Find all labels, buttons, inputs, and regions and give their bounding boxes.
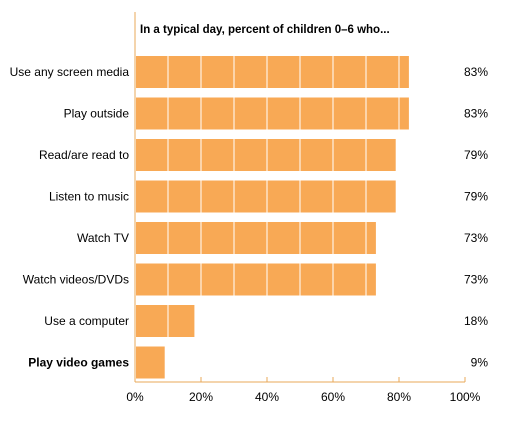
chart-title: In a typical day, percent of children 0–… [140,24,390,36]
value-label: 83% [464,107,488,121]
bar [136,222,376,254]
category-label: Play outside [64,107,130,121]
category-label: Play video games [28,356,129,370]
value-label: 73% [464,231,488,245]
value-label: 83% [464,65,488,79]
x-tick-label: 100% [450,390,481,404]
bar [136,139,396,171]
category-label: Watch videos/DVDs [23,273,129,287]
bars-group: Use any screen media 83% Play outside 83% Re… [10,56,489,379]
value-label: 73% [464,273,488,287]
category-label: Use a computer [44,314,129,328]
value-label: 79% [464,148,488,162]
category-label: Listen to music [49,190,129,204]
category-label: Read/are read to [39,148,129,162]
bar [136,263,376,296]
value-label: 9% [471,356,489,370]
bar [136,305,195,337]
value-label: 18% [464,314,488,328]
x-tick-label: 40% [255,390,279,404]
category-label: Use any screen media [10,65,130,79]
bar [136,180,396,213]
x-tick-label: 0% [126,390,144,404]
x-tick-label: 60% [321,390,345,404]
bar [136,97,409,130]
x-tick-label: 80% [387,390,411,404]
x-ticks-group: 0% 20% 40% 60% 80% 100% [126,377,481,404]
bar [136,346,165,379]
category-label: Watch TV [77,231,129,245]
value-label: 79% [464,190,488,204]
bar [136,56,409,88]
x-tick-label: 20% [189,390,213,404]
